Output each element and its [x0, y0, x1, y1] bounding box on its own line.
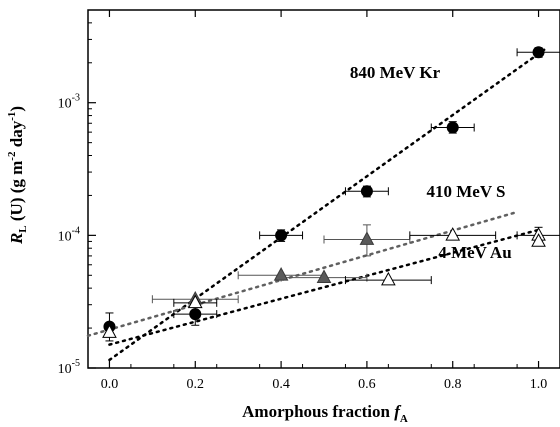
y-tick-label: 10-3	[58, 93, 80, 112]
annotation-kr: 840 MeV Kr	[350, 63, 441, 82]
x-tick-label: 0.8	[444, 377, 462, 392]
marker-kr	[189, 308, 202, 321]
marker-au	[102, 324, 117, 338]
marker-au	[187, 294, 203, 309]
x-tick-label: 0.0	[101, 377, 119, 392]
x-tick-label: 0.6	[358, 377, 376, 392]
marker-s	[359, 231, 375, 245]
y-tick-label: 10-5	[58, 358, 80, 377]
marker-kr	[446, 121, 459, 134]
x-tick-label: 1.0	[530, 377, 548, 392]
fit-line-2	[108, 228, 540, 346]
marker-s	[273, 267, 289, 281]
x-tick-label: 0.2	[187, 377, 205, 392]
marker-s	[316, 269, 332, 283]
marker-kr	[360, 185, 373, 198]
marker-au	[445, 227, 461, 241]
marker-au	[531, 233, 546, 247]
x-axis-title: Amorphous fraction fA	[242, 402, 408, 425]
y-tick-label: 10-4	[58, 225, 80, 244]
x-tick-label: 0.4	[272, 377, 290, 392]
marker-kr	[532, 46, 545, 59]
fit-line-0	[108, 46, 549, 362]
annotation-s: 410 MeV S	[426, 182, 505, 201]
marker-au	[381, 271, 396, 286]
plot-area	[87, 9, 560, 369]
plot-frame	[87, 9, 560, 369]
marker-kr	[275, 229, 288, 242]
annotation-au: 4 MeV Au	[438, 243, 511, 262]
y-axis-title: RL (U) (g m-2 day-1)	[6, 106, 29, 245]
fit-line-1	[86, 210, 519, 338]
